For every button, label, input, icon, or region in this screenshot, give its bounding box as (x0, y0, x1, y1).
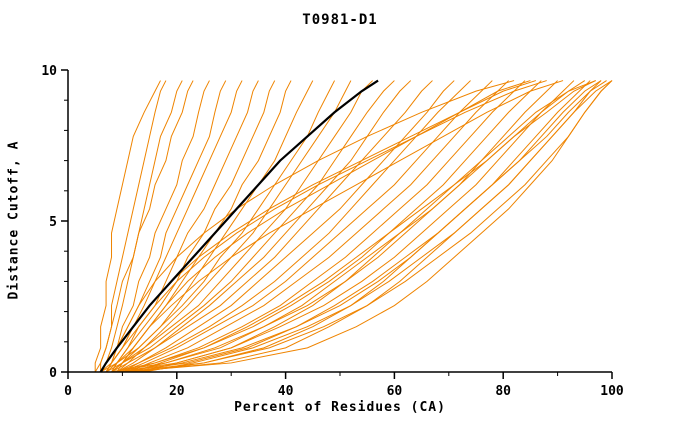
model-curve (138, 80, 575, 373)
x-tick-label: 20 (169, 384, 185, 399)
y-tick-label: 10 (41, 64, 57, 79)
model-curve (116, 80, 412, 373)
y-tick-label: 5 (49, 215, 57, 230)
x-tick-label: 0 (64, 384, 72, 399)
x-tick-label: 40 (278, 384, 294, 399)
chart-title: T0981-D1 (302, 12, 378, 28)
model-curve (116, 80, 596, 373)
model-curve (105, 80, 210, 373)
highlight-curve (99, 79, 379, 373)
model-curve (100, 80, 336, 373)
model-curve (94, 80, 161, 372)
model-curve (111, 80, 433, 373)
model-curve (116, 80, 471, 373)
model-curve (94, 80, 194, 373)
model-curve (111, 80, 531, 373)
model-curve (127, 80, 509, 373)
model-curve (122, 80, 526, 373)
model-curve (133, 80, 542, 373)
model-curve (116, 80, 352, 373)
x-tick-label: 80 (495, 384, 511, 399)
y-axis-label: Distance Cutoff, A (6, 140, 22, 300)
model-curve (105, 80, 292, 373)
model-curve (105, 80, 395, 373)
model-curve (116, 80, 602, 373)
model-curve (122, 80, 613, 373)
model-curve (122, 80, 493, 373)
model-curve (111, 80, 596, 373)
model-curve (105, 80, 515, 373)
model-curve (105, 80, 536, 373)
model-curve (127, 80, 558, 373)
model-curve (127, 80, 613, 373)
model-curve (111, 80, 373, 373)
model-curve (111, 80, 547, 373)
model-curve (100, 80, 259, 373)
y-tick-label: 0 (49, 366, 57, 381)
model-curve (111, 80, 586, 373)
model-curve (116, 80, 564, 373)
x-tick-label: 100 (600, 384, 624, 399)
model-curve (122, 80, 455, 373)
x-tick-label: 60 (387, 384, 403, 399)
x-axis-label: Percent of Residues (CA) (234, 400, 446, 415)
